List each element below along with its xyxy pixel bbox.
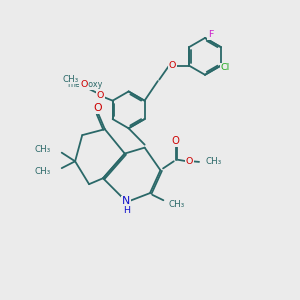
Text: CH₃: CH₃ [168, 200, 185, 209]
Text: Cl: Cl [221, 64, 230, 73]
Text: F: F [208, 31, 213, 40]
Text: O: O [172, 136, 180, 146]
Text: CH₃: CH₃ [34, 145, 50, 154]
Text: O: O [97, 91, 104, 100]
Text: O: O [169, 61, 176, 70]
Text: CH₃: CH₃ [206, 158, 222, 166]
Text: O: O [80, 80, 88, 89]
Text: O: O [185, 157, 193, 166]
Text: N: N [122, 196, 130, 206]
Text: methoxy: methoxy [68, 80, 103, 89]
Text: H: H [123, 206, 130, 215]
Text: CH₃: CH₃ [34, 167, 50, 176]
Text: O: O [93, 103, 102, 113]
Text: CH₃: CH₃ [62, 75, 79, 84]
